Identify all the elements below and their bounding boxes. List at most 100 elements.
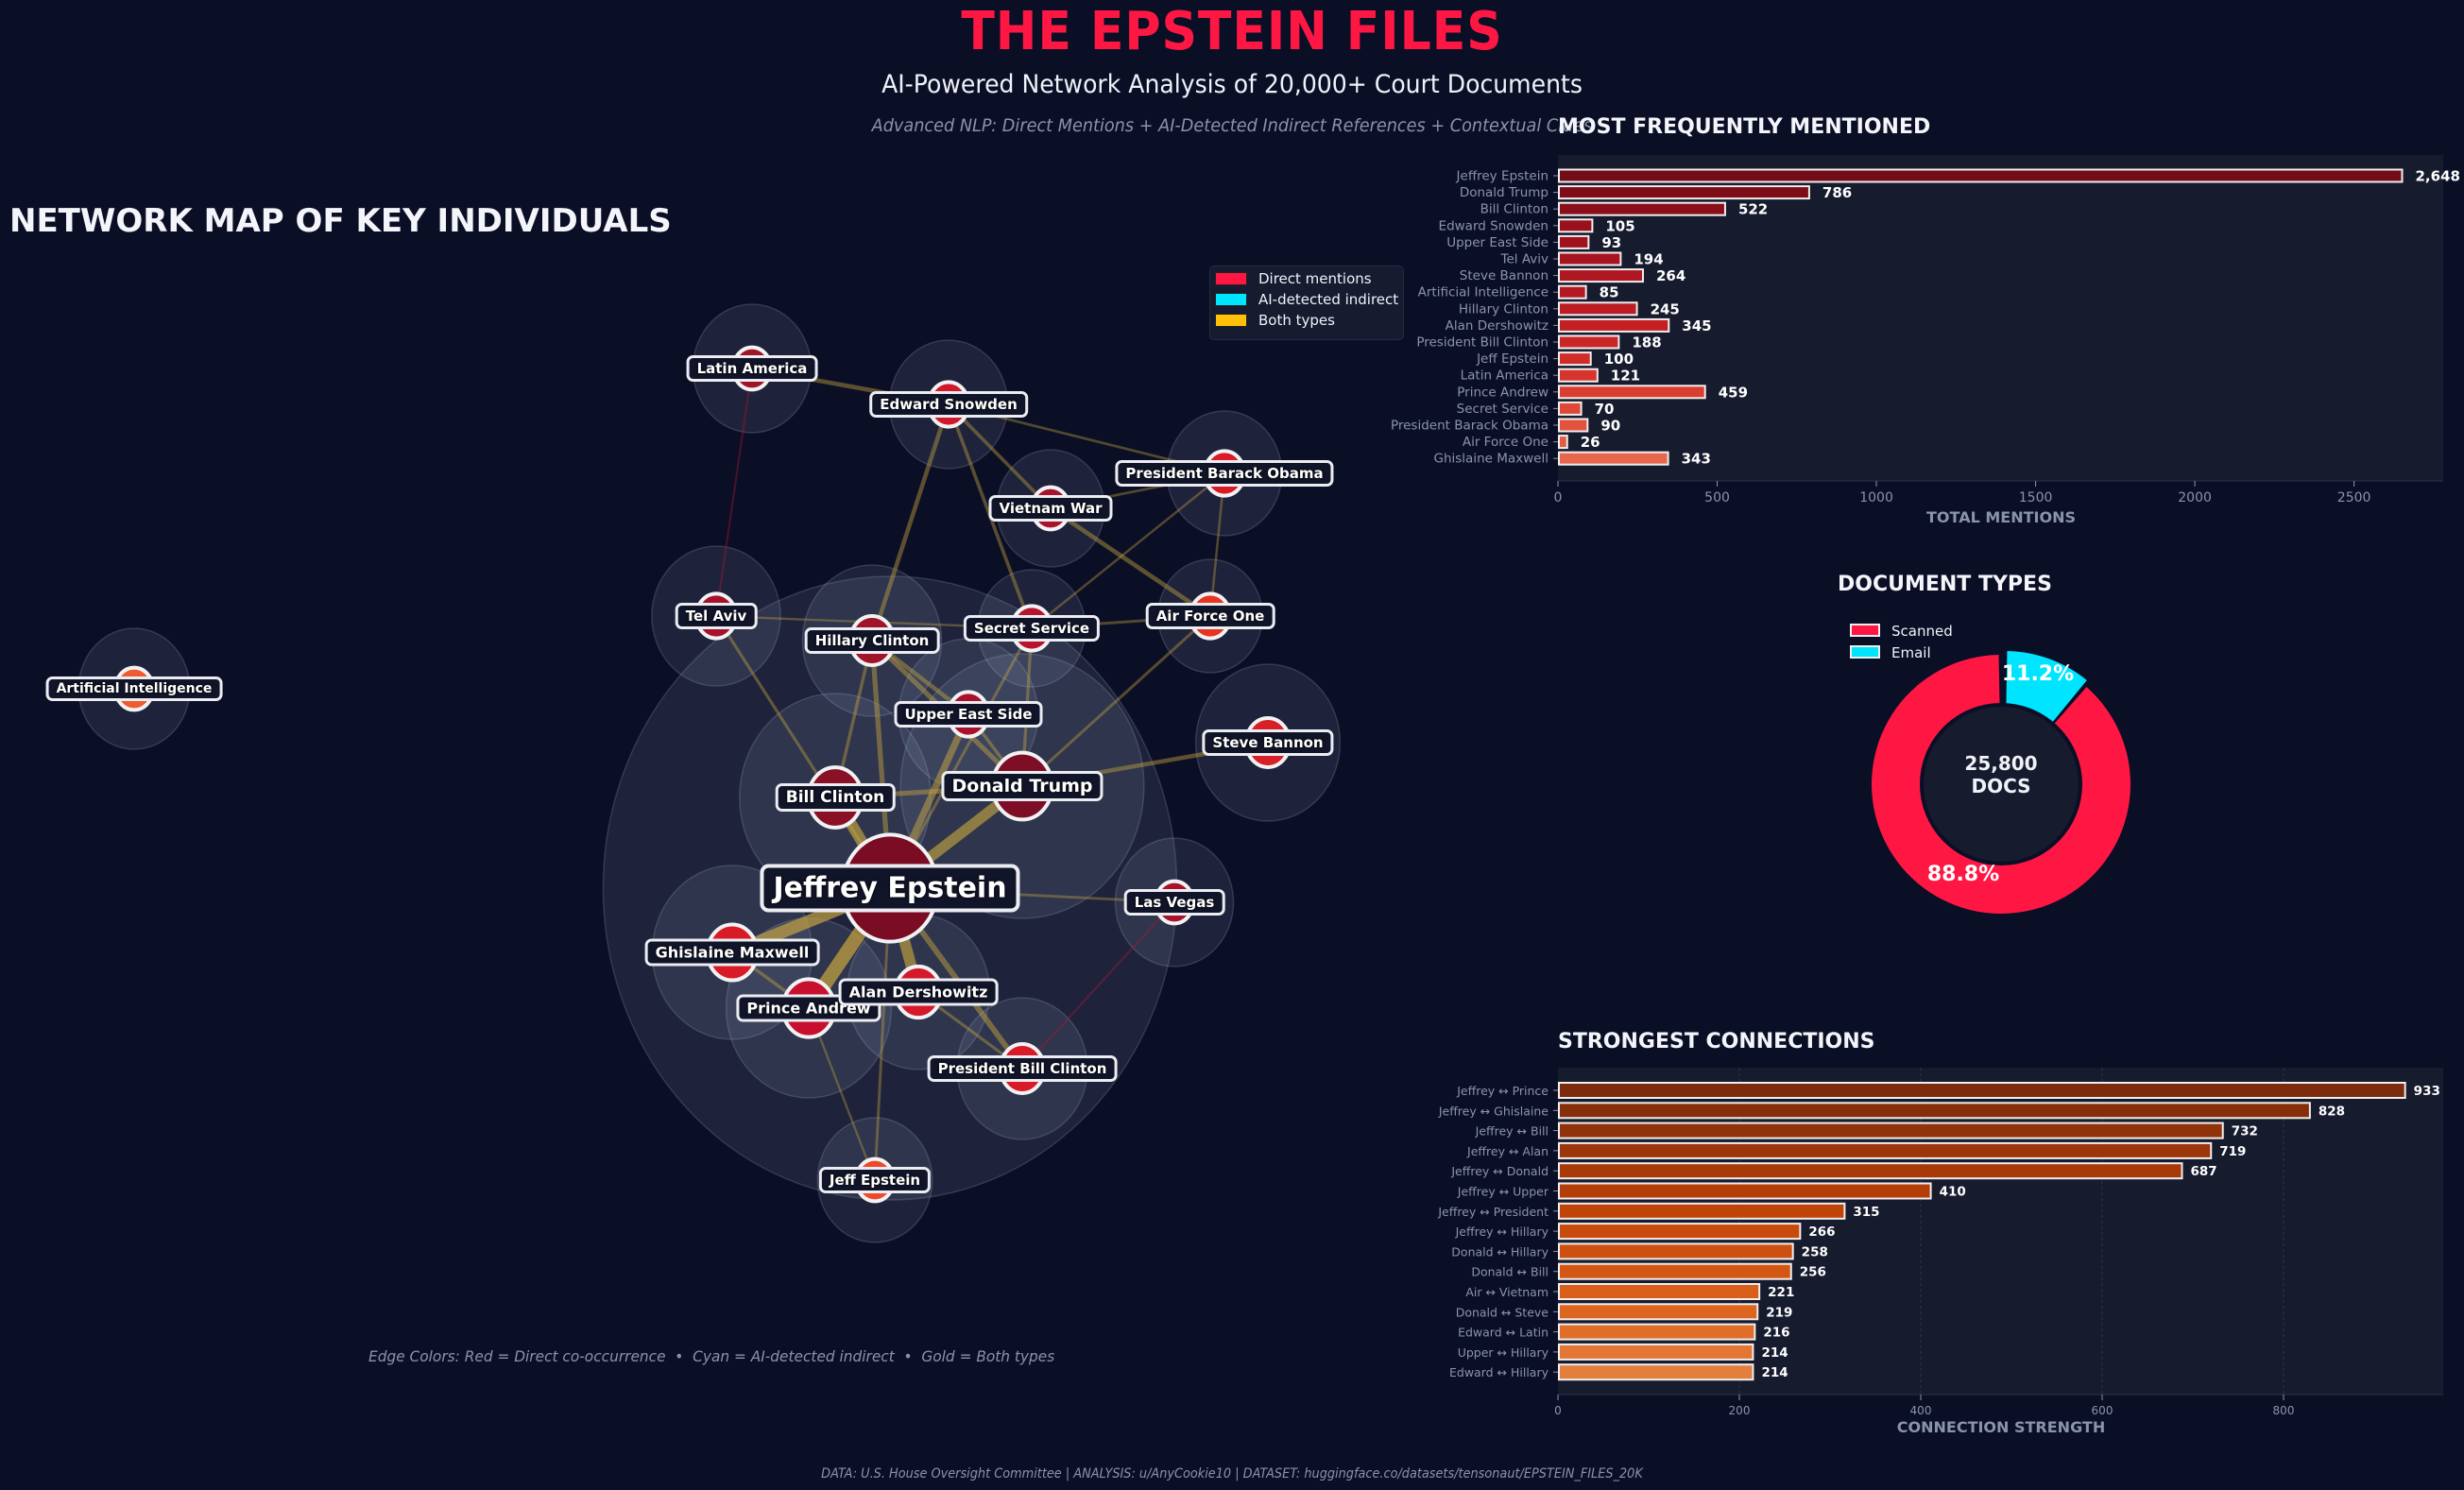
- legend-item-direct: Direct mentions: [1210, 268, 1403, 289]
- category-label: Donald ↔ Hillary: [1451, 1244, 1549, 1259]
- connection-bar: [1558, 1262, 1792, 1280]
- edge-latin-america-tel-aviv: [714, 368, 754, 617]
- bar-value-label: 828: [2319, 1104, 2345, 1119]
- connection-bar: [1558, 1223, 1802, 1241]
- edge-donald-trump-air-force-one: [1020, 614, 1212, 788]
- node-bill-clinton[interactable]: [806, 765, 864, 830]
- node-president-bill-clinton[interactable]: [998, 1042, 1047, 1095]
- edge-air-force-one-vietnam-war: [1049, 506, 1212, 618]
- node-latin-america[interactable]: [731, 345, 773, 392]
- category-label: Upper East Side: [1446, 235, 1549, 250]
- node-edward-snowden[interactable]: [927, 380, 970, 429]
- category-label: Air ↔ Vietnam: [1465, 1285, 1549, 1299]
- bar-value-label: 93: [1601, 234, 1621, 251]
- bar-tel-aviv: [1558, 251, 1622, 266]
- bar-value-label: 343: [1682, 451, 1711, 468]
- bar-donald-trump: [1558, 185, 1810, 200]
- bar-value-label: 194: [1634, 251, 1663, 268]
- bar-value-label: 219: [1766, 1305, 1792, 1320]
- category-label: Jeffrey ↔ President: [1437, 1205, 1549, 1219]
- legend-label: Direct mentions: [1258, 270, 1372, 287]
- slice-label-scanned: 88.8%: [1927, 863, 1999, 886]
- x-tick-label: 2000: [2178, 490, 2212, 505]
- bar-value-label: 264: [1656, 267, 1685, 284]
- doctypes-donut-chart: 25,800 DOCS Scanned Email 11.2% 88.8%: [1850, 623, 2130, 914]
- node-president-barack-obama[interactable]: [1203, 449, 1246, 498]
- category-label: Air Force One: [1463, 435, 1549, 450]
- bar-ghislaine-maxwell: [1558, 451, 1669, 466]
- connection-bar: [1558, 1202, 1846, 1220]
- bar-artificial-intelligence: [1558, 284, 1587, 300]
- node-jeff-epstein[interactable]: [854, 1156, 896, 1204]
- connection-bar: [1558, 1323, 1756, 1341]
- x-tick-label: 2500: [2337, 490, 2371, 505]
- category-label: President Barack Obama: [1391, 419, 1549, 434]
- legend-swatch-both: [1215, 314, 1247, 327]
- category-label: Donald ↔ Steve: [1456, 1305, 1549, 1319]
- node-vietnam-war[interactable]: [1030, 485, 1071, 532]
- subtitle: AI-Powered Network Analysis of 20,000+ C…: [881, 70, 1583, 99]
- bar-value-label: 459: [1719, 384, 1748, 401]
- legend-swatch-indirect: [1215, 293, 1247, 306]
- node-hillary-clinton[interactable]: [847, 614, 897, 667]
- connection-bar: [1558, 1162, 2183, 1180]
- category-label: Prince Andrew: [1457, 385, 1549, 400]
- node-alan-dershowitz[interactable]: [893, 964, 944, 1020]
- node-secret-service[interactable]: [1010, 604, 1053, 653]
- bar-value-label: 100: [1604, 351, 1634, 368]
- x-tick-label: 800: [2273, 1404, 2295, 1417]
- connections-chart-title: STRONGEST CONNECTIONS: [1558, 1030, 1875, 1053]
- legend-item-indirect: AI-detected indirect: [1210, 289, 1403, 310]
- bar-value-label: 732: [2232, 1124, 2258, 1139]
- connection-bar: [1558, 1082, 2406, 1099]
- legend-swatch-scanned: [1850, 624, 1880, 637]
- category-label: Upper ↔ Hillary: [1458, 1345, 1549, 1360]
- node-donald-trump[interactable]: [990, 750, 1054, 822]
- connection-bar: [1558, 1363, 1754, 1381]
- connections-chart: 933 Jeffrey ↔ Prince 828 Jeffrey ↔ Ghislain…: [1437, 1068, 2443, 1436]
- edge-edward-snowden-hillary-clinton: [869, 403, 951, 642]
- node-jeffrey-epstein[interactable]: [840, 832, 940, 944]
- node-upper-east-side[interactable]: [947, 690, 990, 739]
- bar-value-label: 245: [1651, 300, 1680, 317]
- bar-value-label: 786: [1822, 184, 1852, 201]
- bar-value-label: 256: [1800, 1265, 1826, 1280]
- bar-value-label: 719: [2219, 1144, 2246, 1159]
- connection-bar: [1558, 1141, 2213, 1159]
- bar-upper-east-side: [1558, 234, 1590, 249]
- category-label: Edward Snowden: [1439, 218, 1549, 233]
- category-label: Jeffrey ↔ Donald: [1450, 1164, 1549, 1178]
- category-label: Edward ↔ Hillary: [1449, 1365, 1549, 1379]
- category-label: Steve Bannon: [1460, 268, 1549, 283]
- node-artificial-intelligence[interactable]: [113, 665, 155, 712]
- bar-bill-clinton: [1558, 201, 1726, 216]
- bar-value-label: 188: [1632, 334, 1661, 351]
- node-tel-aviv[interactable]: [694, 591, 738, 641]
- node-steve-bannon[interactable]: [1243, 716, 1292, 769]
- category-label: Hillary Clinton: [1459, 301, 1549, 317]
- node-las-vegas[interactable]: [1154, 879, 1195, 926]
- node-ghislaine-maxwell[interactable]: [705, 922, 760, 983]
- network-map: [77, 303, 1342, 1243]
- legend-swatch-direct: [1215, 272, 1247, 285]
- node-air-force-one[interactable]: [1189, 591, 1232, 641]
- bar-value-label: 315: [1853, 1205, 1879, 1220]
- mentions-x-axis-label: TOTAL MENTIONS: [1926, 508, 2076, 526]
- connection-bar: [1558, 1283, 1761, 1300]
- bar-edward-snowden: [1558, 218, 1594, 233]
- legend-label-scanned: Scanned: [1891, 623, 1953, 640]
- category-label: Jeffrey ↔ Ghislaine: [1438, 1104, 1549, 1118]
- bar-value-label: 214: [1761, 1365, 1788, 1380]
- edge-edward-snowden-vietnam-war: [947, 402, 1052, 510]
- x-tick-label: 200: [1729, 1404, 1751, 1417]
- x-tick-label: 0: [1554, 1404, 1562, 1417]
- bar-value-label: 214: [1761, 1345, 1788, 1361]
- node-prince-andrew[interactable]: [780, 977, 837, 1039]
- bar-value-label: 2,648: [2416, 168, 2460, 185]
- edge-president-barack-obama-secret-service: [1031, 472, 1225, 629]
- category-label: Jeffrey ↔ Alan: [1466, 1144, 1549, 1158]
- doctypes-chart-title: DOCUMENT TYPES: [1838, 573, 2052, 596]
- bar-alan-dershowitz: [1558, 317, 1670, 333]
- network-legend: Direct mentions AI-detected indirect Bot…: [1209, 265, 1404, 340]
- category-label: Jeffrey ↔ Prince: [1456, 1084, 1549, 1098]
